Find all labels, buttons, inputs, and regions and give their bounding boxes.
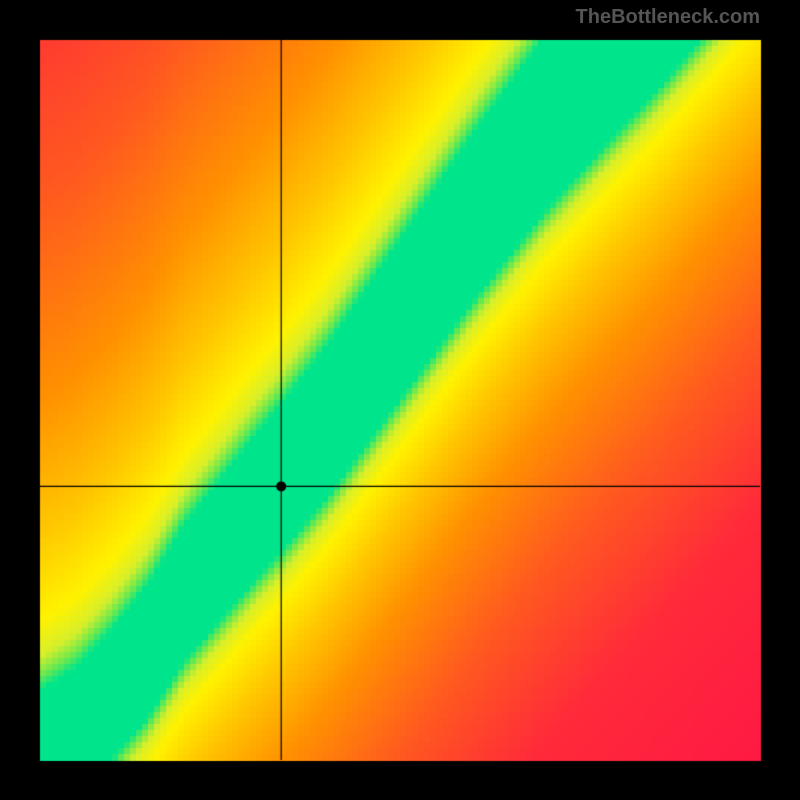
watermark-text: TheBottleneck.com	[576, 6, 760, 29]
bottleneck-heatmap	[0, 0, 800, 800]
